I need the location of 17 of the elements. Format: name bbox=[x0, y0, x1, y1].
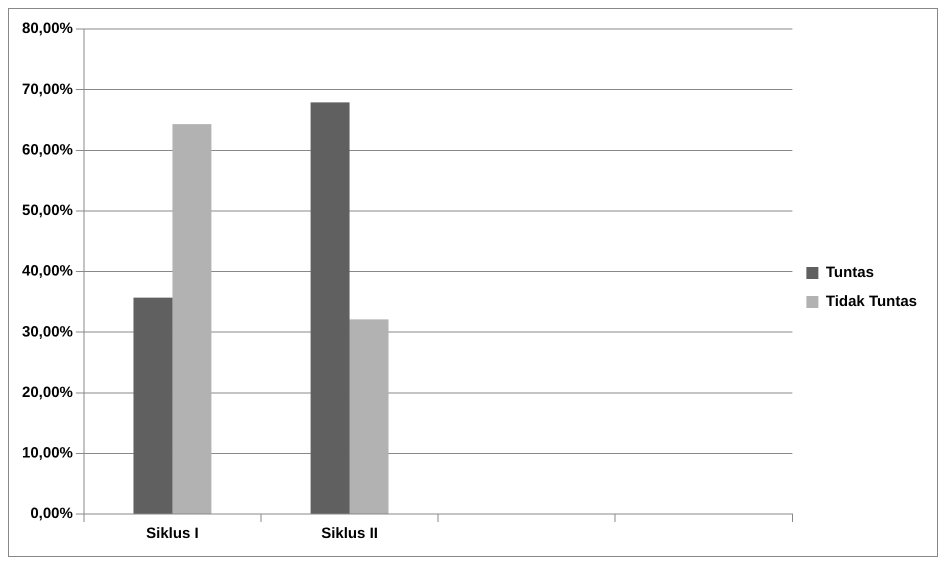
y-tick-label: 50,00% bbox=[22, 202, 73, 220]
y-tick-label: 20,00% bbox=[22, 384, 73, 401]
y-tick-label: 70,00% bbox=[22, 80, 73, 98]
bar bbox=[310, 102, 350, 514]
bar bbox=[172, 124, 212, 514]
legend-label: Tuntas bbox=[826, 264, 874, 282]
y-tick-label: 80,00% bbox=[22, 20, 73, 38]
y-tick-label: 0,00% bbox=[30, 505, 73, 522]
y-tick-label: 10,00% bbox=[22, 444, 73, 462]
legend-label: Tidak Tuntas bbox=[826, 293, 918, 310]
bar bbox=[350, 319, 389, 514]
bar bbox=[133, 298, 172, 514]
y-tick-label: 60,00% bbox=[22, 141, 73, 158]
x-tick-label: Siklus I bbox=[146, 525, 199, 542]
y-tick-label: 40,00% bbox=[22, 262, 73, 280]
y-tick-label: 30,00% bbox=[22, 323, 73, 340]
x-tick-label: Siklus II bbox=[321, 525, 378, 542]
